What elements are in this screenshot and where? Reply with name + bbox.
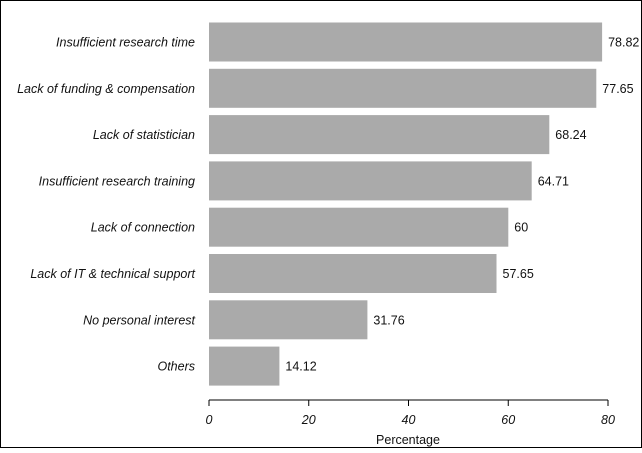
value-label-insufficient-research-time: 78.82 (608, 36, 639, 50)
x-tick-label-60: 60 (501, 413, 515, 427)
x-ticks-group: 0 20 40 60 80 (206, 400, 615, 427)
category-labels-group: Insufficient research time Lack of fundin… (17, 36, 195, 374)
bar-no-personal-interest (209, 300, 368, 340)
x-tick-label-40: 40 (402, 413, 416, 427)
category-label-lack-of-funding-and-compensation: Lack of funding & compensation (17, 82, 195, 96)
x-tick-label-80: 80 (601, 413, 615, 427)
x-tick-label-0: 0 (206, 413, 213, 427)
bars-group (209, 22, 603, 386)
bar-lack-of-connection (209, 207, 509, 247)
category-label-insufficient-research-time: Insufficient research time (56, 36, 195, 50)
value-label-lack-of-funding-and-compensation: 77.65 (602, 82, 633, 96)
bar-lack-of-statistician (209, 115, 550, 155)
bar-insufficient-research-time (209, 22, 603, 62)
bar-lack-of-funding-and-compensation (209, 68, 597, 108)
value-label-lack-of-it-and-technical-support: 57.65 (503, 267, 534, 281)
category-label-lack-of-statistician: Lack of statistician (93, 128, 195, 142)
x-axis-title: Percentage (376, 433, 440, 447)
x-tick-label-20: 20 (301, 413, 316, 427)
value-label-lack-of-connection: 60 (514, 221, 528, 235)
bar-insufficient-research-training (209, 161, 532, 201)
value-label-lack-of-statistician: 68.24 (555, 128, 586, 142)
value-labels-group: 78.82 77.65 68.24 64.71 60 57.65 31.76 14.12 (285, 36, 639, 374)
category-label-insufficient-research-training: Insufficient research training (39, 174, 195, 188)
value-label-others: 14.12 (285, 360, 316, 374)
category-label-no-personal-interest: No personal interest (83, 313, 195, 327)
value-label-insufficient-research-training: 64.71 (538, 174, 569, 188)
bar-lack-of-it-and-technical-support (209, 254, 497, 293)
bar-others (209, 346, 280, 386)
value-label-no-personal-interest: 31.76 (373, 313, 404, 327)
category-label-others: Others (157, 360, 195, 374)
category-label-lack-of-connection: Lack of connection (91, 221, 195, 235)
category-label-lack-of-it-and-technical-support: Lack of IT & technical support (30, 267, 195, 281)
